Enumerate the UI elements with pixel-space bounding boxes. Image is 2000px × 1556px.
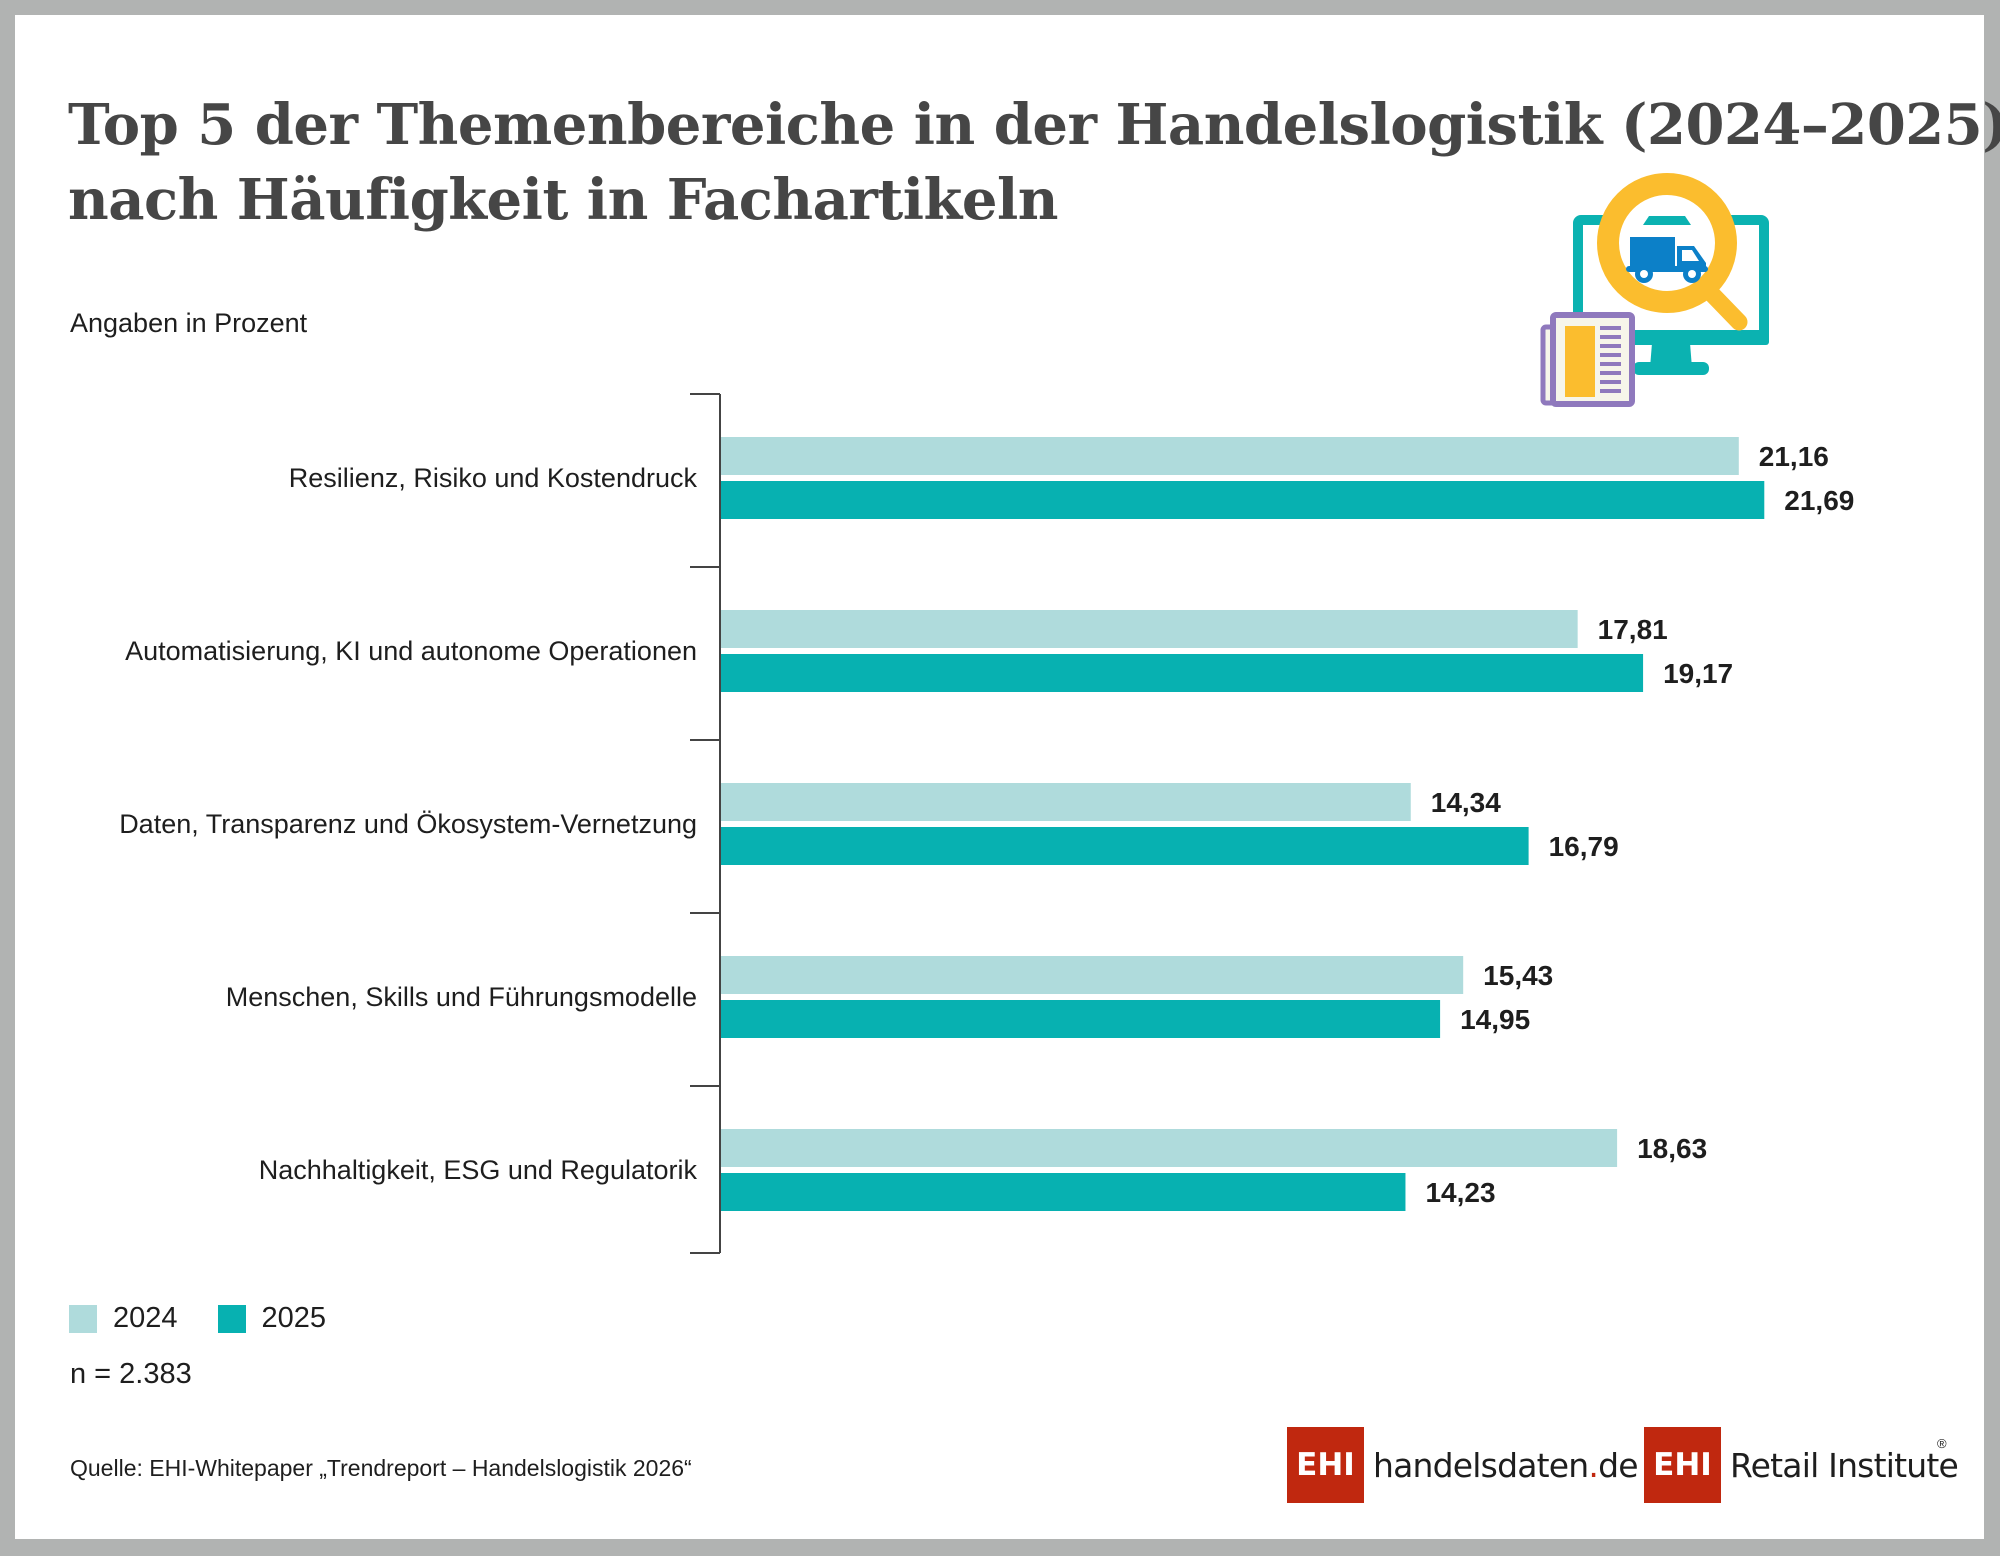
ehi-logo-box: EHI [1644, 1427, 1721, 1503]
bar-2024 [721, 783, 1411, 821]
bar-2024 [721, 1129, 1618, 1167]
source-note: Quelle: EHI-Whitepaper „Trendreport – Ha… [70, 1455, 692, 1481]
bar-2025 [721, 1173, 1406, 1211]
bar-chart: Resilienz, Risiko und Kostendruck 21,16 21… [119, 393, 1854, 1254]
category-label: Daten, Transparenz und Ökosystem-Vernetz… [119, 809, 697, 839]
legend: 2024 2025 [69, 1302, 366, 1335]
legend-item-2025: 2025 [217, 1302, 327, 1335]
sample-size: n = 2.383 [70, 1358, 192, 1390]
bar-2025 [721, 827, 1529, 865]
category-label: Resilienz, Risiko und Kostendruck [289, 463, 698, 493]
logo-text-main: handelsdaten [1373, 1445, 1589, 1485]
legend-label-2025: 2025 [261, 1302, 327, 1334]
retail-institute-logo-text: Retail Institute [1730, 1445, 1959, 1485]
bar-2025 [721, 481, 1765, 519]
logo-text-tld: de [1598, 1445, 1638, 1485]
truck-icon [1626, 237, 1708, 283]
legend-swatch-2024 [69, 1304, 97, 1333]
ehi-logo-box: EHI [1287, 1427, 1364, 1503]
monitor-magnifier-truck-newspaper-icon [1540, 173, 1769, 407]
data-label-2025: 16,79 [1549, 831, 1619, 862]
bar-2025 [721, 1000, 1441, 1038]
bar-2024 [721, 437, 1739, 475]
data-label-2025: 14,23 [1425, 1177, 1495, 1208]
legend-swatch-2025 [217, 1304, 246, 1333]
data-label-2024: 14,34 [1431, 787, 1501, 818]
legend-item-2024: 2024 [69, 1302, 178, 1335]
chart-title: Top 5 der Themenbereiche in der Handelsl… [68, 88, 2000, 238]
chart-title-line-1: Top 5 der Themenbereiche in der Handelsl… [68, 92, 2000, 158]
data-label-2024: 17,81 [1598, 614, 1668, 645]
handelsdaten-logo-text: handelsdaten.de [1373, 1445, 1639, 1485]
data-label-2024: 18,63 [1637, 1133, 1707, 1164]
data-label-2025: 21,69 [1784, 485, 1854, 516]
data-label-2025: 14,95 [1460, 1004, 1530, 1035]
logo-handelsdaten[interactable]: EHI handelsdaten.de [1287, 1427, 1639, 1503]
data-label-2024: 15,43 [1483, 960, 1553, 991]
registered-mark: ® [1937, 1436, 1947, 1451]
newspaper-icon [1540, 312, 1635, 407]
data-label-2025: 19,17 [1663, 658, 1733, 689]
logo-text-dot: . [1588, 1445, 1599, 1485]
unit-label: Angaben in Prozent [70, 308, 308, 338]
bar-2024 [721, 956, 1464, 994]
bar-2024 [721, 610, 1578, 648]
data-label-2024: 21,16 [1759, 441, 1829, 472]
legend-label-2024: 2024 [113, 1302, 178, 1334]
logo-ehi-retail-institute[interactable]: EHI Retail Institute [1644, 1427, 1959, 1503]
category-label: Nachhaltigkeit, ESG und Regulatorik [259, 1155, 698, 1185]
bar-2025 [721, 654, 1644, 692]
category-label: Automatisierung, KI und autonome Operati… [125, 636, 697, 666]
chart-title-line-2: nach Häufigkeit in Fachartikeln [68, 167, 1058, 233]
category-label: Menschen, Skills und Führungsmodelle [226, 982, 697, 1012]
